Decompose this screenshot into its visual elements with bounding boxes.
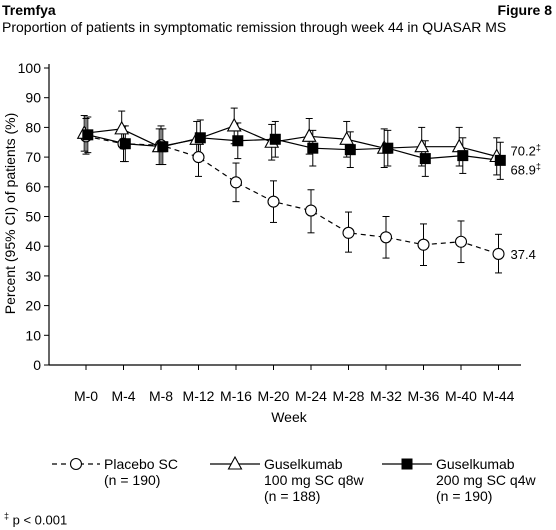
legend-label-guselkumab-200mg: (n = 190) (436, 488, 492, 504)
data-point-placebo (192, 151, 205, 164)
data-point-guselkumab-100mg (414, 138, 430, 153)
legend-label-guselkumab-100mg: Guselkumab (264, 456, 343, 472)
data-point-guselkumab-200mg (307, 142, 319, 154)
legend-label-guselkumab-200mg: 200 mg SC q4w (436, 472, 536, 488)
data-point-guselkumab-200mg (232, 135, 244, 147)
x-tick-label: M-44 (483, 388, 515, 404)
x-tick-label: M-24 (295, 388, 327, 404)
data-point-guselkumab-200mg (194, 132, 206, 144)
data-point-guselkumab-200mg (457, 150, 469, 162)
remission-line-chart: 0 10 20 30 40 50 60 70 80 90 100 M-0 M-4 M-8 M-12 M-16 M… (2, 60, 541, 504)
y-tick-label: 40 (25, 238, 41, 254)
brand-name: Tremfya (2, 2, 56, 18)
data-point-placebo (304, 204, 318, 217)
data-point-guselkumab-200mg (401, 458, 413, 470)
x-tick-label: M-16 (220, 388, 252, 404)
x-tick-label: M-36 (408, 388, 440, 404)
legend-label-guselkumab-200mg: Guselkumab (436, 456, 515, 472)
series-line-guselkumab-100mg (84, 125, 497, 158)
x-tick-label: M-40 (445, 388, 477, 404)
data-point-placebo (454, 235, 468, 248)
footnote: ‡ p < 0.001 (4, 511, 67, 527)
data-point-guselkumab-200mg (344, 144, 356, 156)
y-tick-label: 10 (25, 327, 41, 343)
legend-label-guselkumab-100mg: (n = 188) (264, 488, 320, 504)
data-point-guselkumab-200mg (419, 153, 431, 165)
data-point-guselkumab-200mg (494, 154, 506, 166)
data-point-guselkumab-200mg (82, 129, 94, 141)
end-label-placebo: 37.4 (511, 247, 536, 262)
y-tick-label: 60 (25, 179, 41, 195)
end-label-guselkumab-200mg: 68.9‡ (511, 161, 541, 177)
data-point-guselkumab-100mg (301, 128, 317, 142)
data-point-guselkumab-100mg (339, 131, 355, 145)
y-tick-label: 50 (25, 209, 41, 225)
series-line-placebo (85, 135, 499, 255)
footnote-text: p < 0.001 (12, 512, 68, 528)
data-point-placebo (492, 247, 505, 260)
data-point-placebo (417, 238, 430, 251)
data-point-guselkumab-200mg (119, 138, 131, 150)
data-point-placebo (379, 231, 393, 244)
data-point-placebo (267, 195, 280, 208)
x-tick-label: M-28 (333, 388, 365, 404)
x-tick-label: M-32 (370, 388, 402, 404)
data-point-guselkumab-100mg (114, 120, 130, 135)
y-axis-title: Percent (95% CI) of patients (%) (2, 113, 18, 315)
data-point-guselkumab-100mg (227, 455, 243, 470)
footnote-symbol: ‡ (4, 511, 10, 521)
x-axis-title: Week (271, 409, 308, 425)
y-tick-label: 0 (33, 357, 41, 373)
y-tick-label: 90 (25, 90, 41, 106)
x-tick-label: M-20 (258, 388, 290, 404)
data-point-placebo (229, 176, 243, 189)
y-tick-label: 30 (25, 268, 41, 284)
x-tick-label: M-0 (74, 388, 98, 404)
figure-label: Figure 8 (497, 2, 552, 18)
legend-label-guselkumab-100mg: 100 mg SC q8w (264, 472, 364, 488)
y-tick-label: 100 (18, 60, 42, 76)
y-tick-label: 80 (25, 119, 41, 135)
data-point-placebo (342, 226, 355, 239)
legend-label-placebo: Placebo SC (104, 456, 178, 472)
data-point-guselkumab-200mg (382, 142, 394, 154)
data-point-guselkumab-200mg (269, 133, 281, 145)
x-tick-label: M-4 (111, 388, 135, 404)
x-tick-label: M-8 (149, 388, 173, 404)
data-point-guselkumab-100mg (451, 138, 467, 153)
y-tick-label: 70 (25, 149, 41, 165)
y-tick-label: 20 (25, 298, 41, 314)
legend-label-placebo: (n = 190) (104, 472, 160, 488)
chart-title: Proportion of patients in symptomatic re… (2, 19, 507, 35)
data-point-guselkumab-100mg (226, 117, 242, 132)
data-point-guselkumab-200mg (157, 141, 169, 153)
end-label-guselkumab-100mg: 70.2‡ (511, 143, 541, 159)
x-tick-label: M-12 (183, 388, 215, 404)
data-point-placebo (69, 457, 83, 471)
